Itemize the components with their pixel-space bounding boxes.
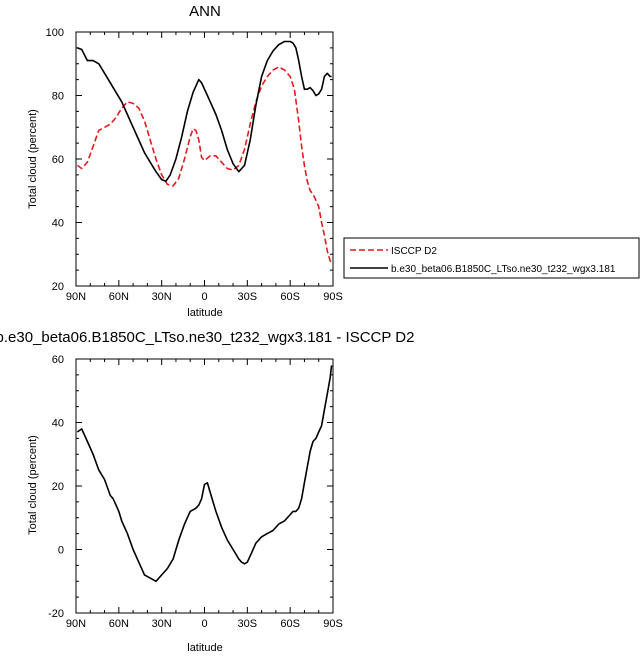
top-panel-ticks: 90N 60N 30N 0 30S 60S 90S 20 40 60 80 100 (46, 27, 343, 303)
x-tick-label: 30N (152, 291, 172, 303)
top-panel-lines (76, 40, 333, 265)
legend-label-isccp: ISCCP D2 (391, 246, 437, 257)
top-panel-title: ANN (189, 3, 221, 20)
bottom-panel-ylabel: Total cloud (percent) (27, 435, 39, 535)
x-tick-label: 30N (152, 618, 172, 630)
y-tick-label: 20 (52, 481, 64, 493)
bottom-panel: b.e30_beta06.B1850C_LTso.ne30_t232_wgx3.… (0, 329, 414, 654)
x-tick-label: 60N (109, 291, 129, 303)
y-tick-label: 60 (52, 154, 64, 166)
top-panel-ylabel: Total cloud (percent) (27, 109, 39, 209)
top-panel: ANN latitude Total cloud (percent) 90N 60… (27, 3, 640, 319)
series-line-isccp (76, 66, 333, 265)
x-tick-label: 90N (66, 291, 86, 303)
x-tick-label: 60S (280, 618, 300, 630)
x-tick-label: 0 (201, 291, 207, 303)
x-tick-label: 30S (238, 618, 258, 630)
y-tick-label: 80 (52, 91, 64, 103)
bottom-panel-ticks: 90N 60N 30N 0 30S 60S 90S -20 0 20 40 60 (48, 354, 343, 630)
y-tick-label: 0 (58, 545, 64, 557)
y-tick-label: 20 (52, 281, 64, 293)
bottom-panel-frame (75, 358, 334, 614)
x-tick-label: 30S (238, 291, 258, 303)
x-tick-label: 90S (323, 291, 343, 303)
x-tick-label: 90N (66, 618, 86, 630)
x-tick-label: 90S (323, 618, 343, 630)
legend-box (343, 237, 640, 279)
x-tick-label: 60N (109, 618, 129, 630)
top-panel-frame (75, 31, 334, 287)
y-tick-label: 40 (52, 418, 64, 430)
x-tick-label: 0 (201, 618, 207, 630)
legend-label-model: b.e30_beta06.B1850C_LTso.ne30_t232_wgx3.… (391, 264, 616, 275)
x-tick-label: 60S (280, 291, 300, 303)
y-tick-label: 60 (52, 354, 64, 366)
top-panel-xlabel: latitude (187, 307, 222, 319)
series-line-model (77, 40, 332, 182)
bottom-panel-xlabel: latitude (187, 642, 222, 654)
series-line-difference (76, 365, 333, 583)
bottom-panel-lines (76, 365, 333, 583)
bottom-panel-title: b.e30_beta06.B1850C_LTso.ne30_t232_wgx3.… (0, 329, 414, 346)
y-tick-label: 100 (46, 27, 64, 39)
legend: ISCCP D2 b.e30_beta06.B1850C_LTso.ne30_t… (343, 237, 640, 279)
y-tick-label: -20 (48, 608, 64, 620)
y-tick-label: 40 (52, 218, 64, 230)
